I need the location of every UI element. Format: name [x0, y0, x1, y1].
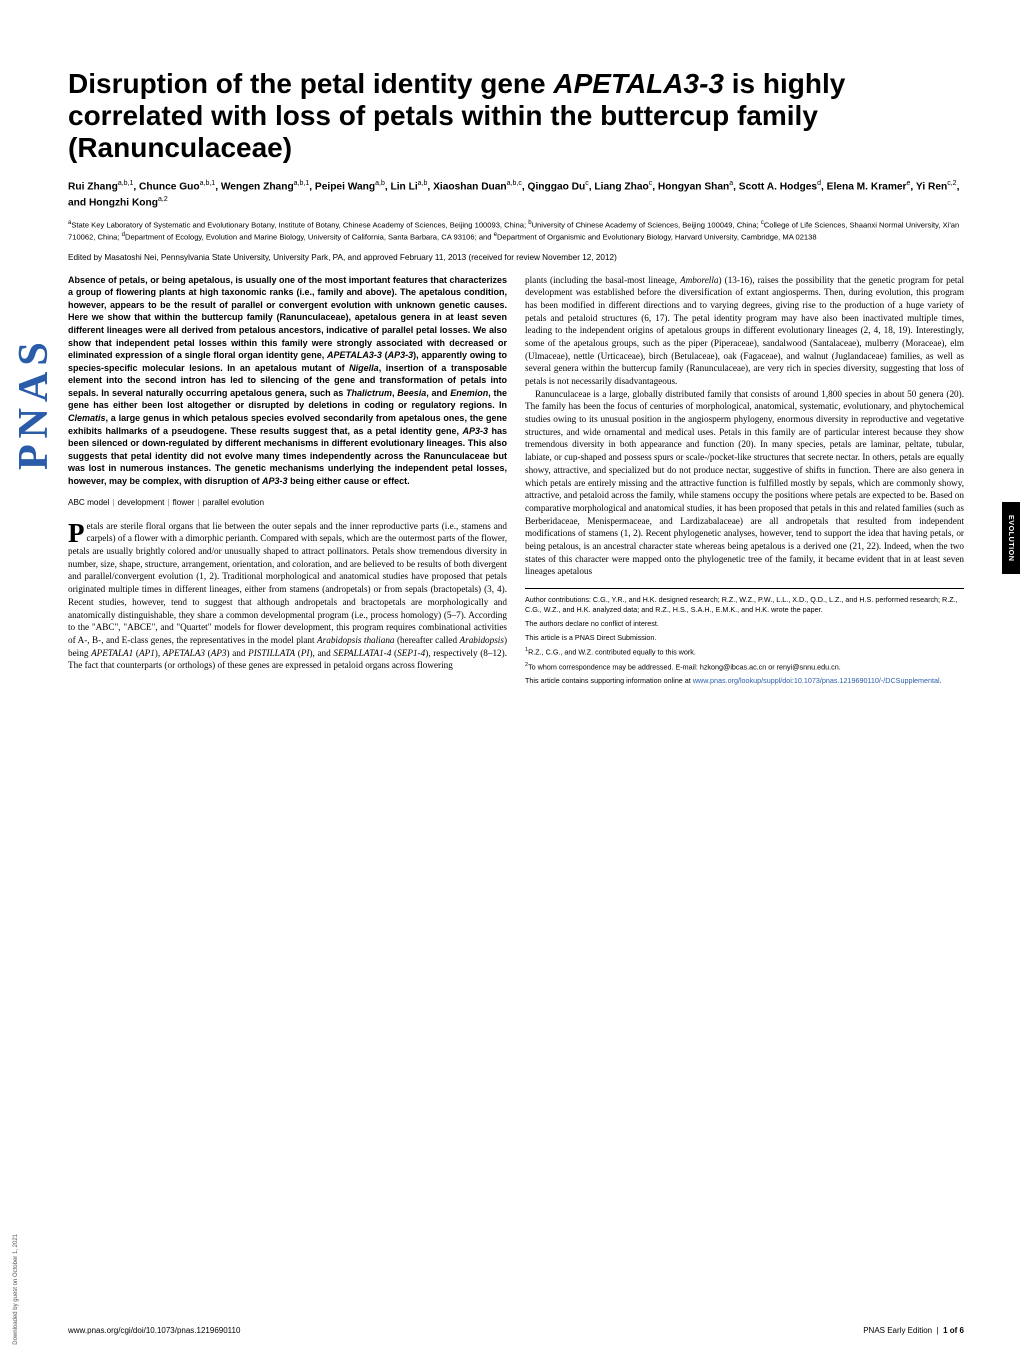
edited-by: Edited by Masatoshi Nei, Pennsylvania St… — [68, 252, 964, 263]
authors-list: Rui Zhanga,b,1, Chunce Guoa,b,1, Wengen … — [68, 179, 964, 211]
author-contributions: Author contributions: C.G., Y.R., and H.… — [525, 595, 964, 615]
article-title: Disruption of the petal identity gene AP… — [68, 68, 964, 165]
abstract: Absence of petals, or being apetalous, i… — [68, 274, 507, 488]
affiliations: aState Key Laboratory of Systematic and … — [68, 219, 964, 243]
section-tab-evolution: EVOLUTION — [1002, 502, 1020, 574]
conflict-statement: The authors declare no conflict of inter… — [525, 619, 964, 629]
keyword: parallel evolution — [203, 498, 264, 507]
keywords: ABC model|development|flower|parallel ev… — [68, 497, 507, 508]
direct-submission: This article is a PNAS Direct Submission… — [525, 633, 964, 643]
page-footer: www.pnas.org/cgi/doi/10.1073/pnas.121969… — [68, 1312, 964, 1337]
left-margin: PNAS Downloaded by guest on October 1, 2… — [0, 0, 58, 1365]
main-content: Disruption of the petal identity gene AP… — [58, 0, 1020, 1365]
keyword: flower — [173, 498, 195, 507]
keyword: development — [118, 498, 165, 507]
keyword: ABC model — [68, 498, 109, 507]
correspondence: 2To whom correspondence may be addressed… — [525, 662, 964, 672]
download-note: Downloaded by guest on October 1, 2021 — [12, 1234, 20, 1345]
body-paragraph-2: plants (including the basal-most lineage… — [525, 274, 964, 388]
pnas-logo: PNAS — [6, 130, 63, 470]
supporting-info: This article contains supporting informa… — [525, 676, 964, 686]
equal-contribution: 1R.Z., C.G., and W.Z. contributed equall… — [525, 647, 964, 657]
column-left: Absence of petals, or being apetalous, i… — [68, 274, 507, 1313]
body-paragraph-3: Ranunculaceae is a large, globally distr… — [525, 388, 964, 578]
column-right: plants (including the basal-most lineage… — [525, 274, 964, 1313]
body-paragraph-1: Petals are sterile floral organs that li… — [68, 520, 507, 672]
author-footnotes: Author contributions: C.G., Y.R., and H.… — [525, 588, 964, 686]
two-column-body: Absence of petals, or being apetalous, i… — [68, 274, 964, 1313]
footer-doi: www.pnas.org/cgi/doi/10.1073/pnas.121969… — [68, 1326, 240, 1337]
footer-page-number: PNAS Early Edition | 1 of 6 — [863, 1326, 964, 1337]
